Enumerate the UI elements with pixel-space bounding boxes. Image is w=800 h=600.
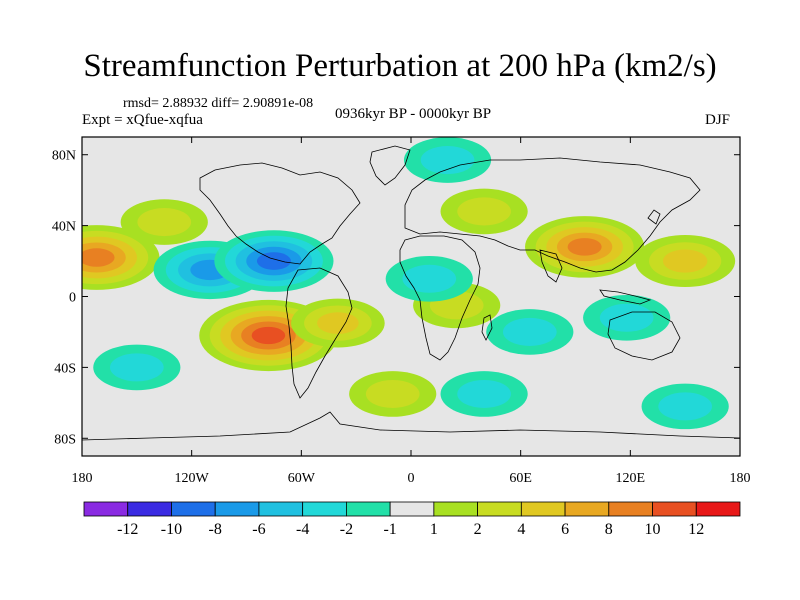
colorbar-box [127,501,172,517]
coast-africa [399,235,481,361]
x-tick-label: 0 [408,471,415,486]
south-atlantic-high-contour-2 [317,312,359,334]
colorbar-label: 10 [645,521,661,538]
europe-high-contour-1 [457,197,511,226]
colorbar-box [171,501,216,517]
coast-india [539,249,563,283]
chart-title: Streamfunction Perturbation at 200 hPa (… [83,48,717,84]
y-tick-label: 80N [52,149,76,164]
colorbar-label: -8 [209,521,222,538]
west-pacific-high-contour-2 [662,249,708,273]
colorbar-box [652,501,697,517]
coast-japan [647,209,661,225]
maritime-low-contour-1 [599,303,654,332]
north-pacific-ridge-contour-1 [137,208,192,237]
period-label: 0936kyr BP - 0000kyr BP [334,106,492,122]
y-tick-label: 40S [54,361,76,376]
colorbar-label: -10 [161,521,182,538]
coastlines [82,145,740,441]
coast-madagascar [481,314,493,341]
x-tick-label: 120W [175,471,210,486]
colorbar-box [83,501,129,517]
colorbar-label: 4 [517,521,525,538]
coast-south-america [285,267,353,399]
indian-ocean-low-contour-1 [502,317,557,346]
stats-text: rmsd= 2.88932 diff= 2.90891e-08 [123,96,314,111]
coast-australia [607,311,681,361]
north-africa-low-contour-1 [402,264,457,293]
asia-high-contour-4 [567,238,602,256]
antarctic-margin-low-contour-1 [658,392,712,421]
x-tick-label: 60W [288,471,316,486]
colorbar-label: 1 [430,521,438,538]
coast-eurasia [404,157,701,273]
north-pacific-west-high-contour-4 [82,248,115,267]
x-tick-label: 180 [72,471,93,486]
y-axis: 80N 40N 0 40S 80S [52,149,740,447]
colorbar-box [258,501,304,517]
colorbar-label: -4 [296,521,309,538]
colorbar-box [520,501,566,517]
colorbar-label: 8 [605,521,613,538]
y-tick-label: 0 [69,291,76,306]
arctic-low-contour-1 [420,146,475,175]
colorbar-box [564,501,610,517]
y-tick-label: 80S [54,432,76,447]
colorbar-label: -2 [340,521,353,538]
season-label: DJF [704,112,730,128]
experiment-label: Expt = xQfue-xqfua [82,112,203,128]
colorbar: -12 -10 -8 -6 -4 -2 -1 1 2 4 6 8 10 12 [83,501,741,538]
south-america-high-contour-5 [251,326,286,345]
colorbar-label: -12 [117,521,138,538]
colorbar-label: -6 [252,521,265,538]
colorbar-box [302,501,347,517]
colorbar-box [214,501,260,517]
colorbar-label: 2 [474,521,482,538]
contour-field [82,137,736,430]
south-pacific-low-contour-1 [110,353,164,382]
colorbar-label: 6 [561,521,569,538]
coast-antarctica [82,411,740,441]
colorbar-box [477,501,522,517]
caribbean-low-contour-4 [256,252,291,270]
southern-ocean-low-contour-1 [457,379,511,409]
colorbar-label: -1 [383,521,396,538]
y-tick-label: 40N [52,220,76,235]
coast-north-america [199,162,361,265]
x-tick-label: 60E [509,471,532,486]
coast-greenland [369,145,411,186]
coast-indonesia [599,289,652,305]
colorbar-box [345,501,391,517]
colorbar-box [389,501,435,517]
x-tick-label: 120E [616,471,646,486]
x-tick-label: 180 [730,471,751,486]
colorbar-box [608,501,653,517]
x-axis: 180 120W 60W 0 60E 120E 180 [72,137,751,486]
colorbar-box [695,501,741,517]
colorbar-label: 12 [688,521,704,538]
colorbar-box [433,501,479,517]
southern-ocean-high-contour-1 [365,379,420,409]
